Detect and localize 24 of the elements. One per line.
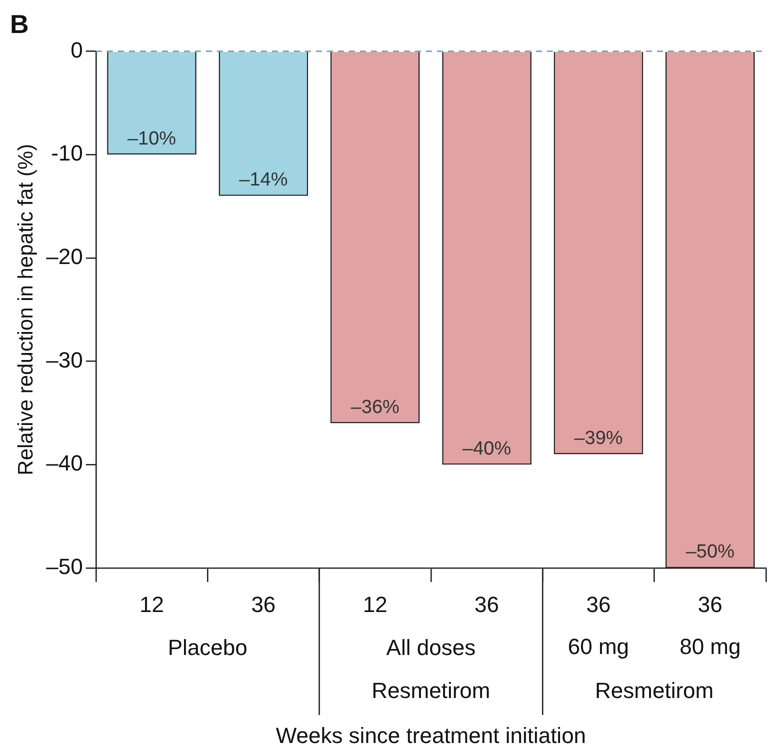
data-label: –50% <box>686 542 735 563</box>
text: Resmetirom <box>595 678 714 704</box>
data-label: –40% <box>462 438 512 460</box>
y-tick-label: –40 <box>46 450 83 476</box>
chart-title: B <box>10 8 29 39</box>
x-tick-label: 12 <box>140 592 164 617</box>
data-label: –36% <box>350 397 400 418</box>
text: Placebo <box>168 635 248 660</box>
y-axis-title: Relative reduction in hepatic fat (%) <box>14 144 38 476</box>
data-label: –39% <box>574 428 623 450</box>
data-label: –10% <box>127 128 176 150</box>
x-tick-label: 36 60 mg <box>568 592 630 659</box>
x-tick-label: 12 <box>362 592 388 617</box>
x-tick-label: 36 <box>251 592 276 617</box>
y-tick-label: –50 <box>46 554 83 580</box>
x-tick-label: 36 <box>474 592 500 617</box>
x-tick-label: 36 80 mg <box>680 592 741 659</box>
y-tick-label: –20 <box>46 244 83 269</box>
x-axis-title: Weeks since treatment initiation <box>276 722 586 748</box>
y-tick-label: 0 <box>70 37 83 62</box>
data-label: –14% <box>239 170 288 191</box>
text: All doses Resmetirom <box>372 635 490 704</box>
y-tick-label: -10 <box>51 140 83 166</box>
y-tick-label: –30 <box>46 347 83 372</box>
